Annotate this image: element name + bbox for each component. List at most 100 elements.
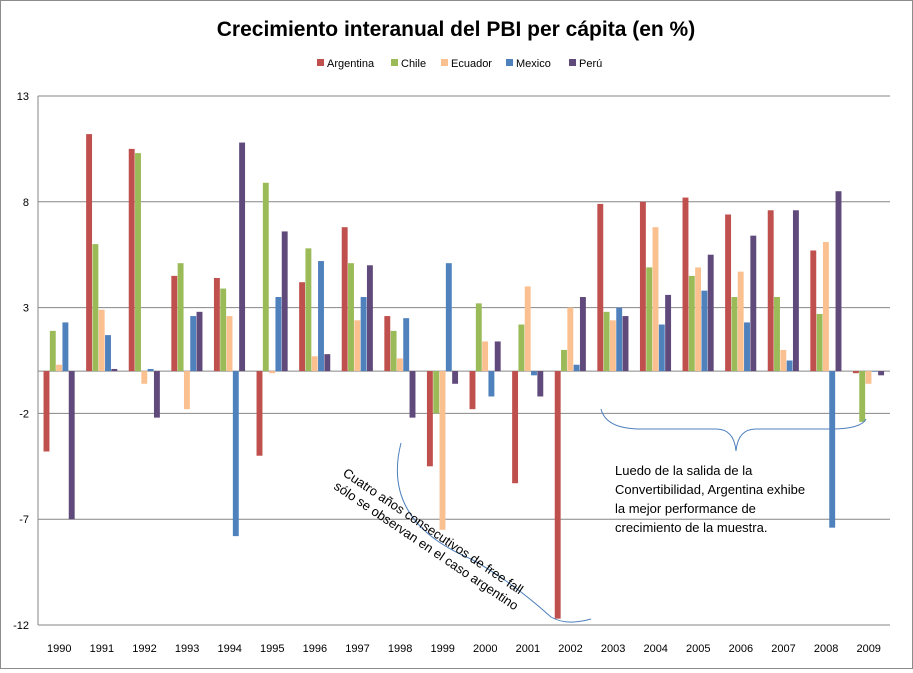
bar-chile-1990 [49,330,56,372]
x-tick-label: 1996 [303,643,327,655]
bar-argentina-1997 [341,227,348,372]
bar-chile-1991 [92,244,99,372]
bar-mexico-2003 [616,307,623,372]
bar-ecuador-2005 [695,267,702,372]
bar-argentina-2002 [554,371,561,619]
bar-ecuador-1991 [98,309,105,372]
legend-swatch-mexico [506,59,513,66]
annotation-arc [396,442,592,623]
x-tick-label: 2008 [814,643,838,655]
legend-label-chile: Chile [401,58,426,70]
bar-ecuador-2003 [609,320,616,372]
bar-mexico-1998 [403,318,410,372]
bar-chile-2003 [603,311,610,372]
bar-ecuador-2004 [652,227,659,372]
annotation-brace [600,408,867,452]
bar-mexico-2001 [531,371,537,376]
bar-ecuador-2000 [482,341,489,372]
bar-ecuador-2009 [865,371,872,384]
bar-argentina-1992 [128,148,135,372]
x-tick-label: 1991 [90,643,114,655]
x-tick-label: 1999 [430,643,454,655]
legend-swatch-argentina [317,59,324,66]
bars [43,134,885,619]
annotation-free-fall-line: sólo se observan en el caso argentino [331,478,521,613]
bar-perú-1997 [366,265,373,372]
bar-chile-1995 [262,182,269,372]
bar-mexico-2002 [573,364,580,372]
bar-mexico-2005 [701,290,708,372]
bar-ecuador-1992 [141,371,148,384]
bar-mexico-1996 [318,261,324,372]
bar-mexico-1991 [105,335,111,372]
bar-ecuador-1993 [183,371,190,410]
bar-argentina-2004 [639,201,646,372]
bar-ecuador-1996 [311,356,318,372]
bar-ecuador-1998 [396,358,403,372]
annotation-free-fall-line: Cuatro años consecutivos de free fall [340,465,526,597]
x-tick-label: 1997 [345,643,369,655]
bar-perú-2009 [878,371,885,376]
bar-chile-1992 [135,153,141,372]
legend-label-ecuador: Ecuador [451,58,492,70]
bar-mexico-2008 [829,371,836,528]
bar-ecuador-1997 [354,320,361,372]
bar-chile-1999 [433,371,440,414]
bar-perú-1995 [281,231,288,372]
bar-argentina-1991 [86,134,93,372]
bar-chile-1994 [220,288,227,372]
bar-mexico-1999 [445,263,452,372]
y-tick-label: -2 [19,408,29,420]
bar-argentina-1996 [299,282,306,372]
bar-argentina-1998 [384,316,391,372]
annotation-free-fall: Cuatro años consecutivos de free fallsól… [331,465,530,613]
bar-mexico-2007 [786,360,793,372]
bar-chile-1996 [305,248,312,372]
bar-argentina-2008 [810,250,817,372]
bar-perú-2002 [579,297,586,372]
bar-mexico-2004 [658,324,665,372]
bar-ecuador-2008 [822,242,829,372]
bar-argentina-1995 [256,371,263,456]
bar-chile-2009 [859,371,866,422]
bar-perú-1990 [68,371,75,520]
bar-chile-1993 [177,263,184,372]
y-tick-label: -12 [13,620,29,632]
x-tick-label: 2006 [729,643,753,655]
y-tick-label: 13 [17,91,29,103]
bar-perú-1998 [409,371,416,418]
bar-ecuador-2001 [524,286,531,372]
bar-argentina-1990 [43,371,50,452]
bar-argentina-2009 [852,371,859,374]
legend: Argentina Chile Ecuador Mexico Perú [317,58,602,70]
legend-swatch-perú [569,59,576,66]
bar-argentina-2000 [469,371,476,410]
y-tick-label: 3 [23,303,29,315]
bar-chile-2001 [518,324,525,372]
annotation-post-line: la mejor performance de [615,501,756,516]
bar-perú-2007 [792,210,799,372]
bar-chile-2007 [774,297,780,372]
bar-argentina-1999 [426,371,433,467]
bar-ecuador-1994 [226,316,233,372]
bar-chile-2004 [646,267,653,372]
annotation-post-line: Convertibilidad, Argentina exhibe [615,482,805,497]
bar-mexico-1993 [190,316,197,372]
bar-perú-2001 [537,371,544,397]
chart-title: Crecimiento interanual del PBI per cápit… [217,18,695,41]
legend-label-perú: Perú [579,58,602,70]
bar-ecuador-2002 [567,307,574,372]
bar-ecuador-1999 [439,371,446,530]
x-tick-label: 1995 [260,643,284,655]
annotations: Cuatro años consecutivos de free fallsól… [331,408,867,623]
y-tick-label: 8 [23,197,29,209]
bar-mexico-2009 [871,371,878,372]
bar-perú-1993 [196,311,203,372]
legend-swatch-chile [391,59,398,66]
bar-perú-2008 [835,191,842,372]
y-tick-label: -7 [19,514,29,526]
x-tick-label: 1992 [132,643,156,655]
bar-chile-2008 [816,313,823,372]
